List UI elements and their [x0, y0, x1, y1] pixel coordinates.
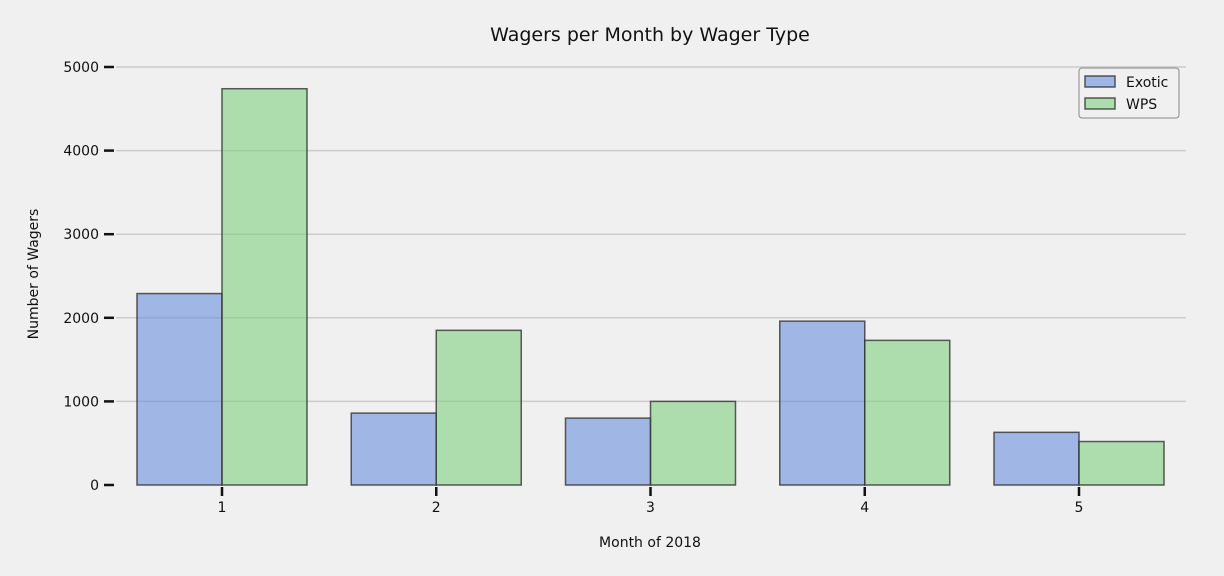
y-axis-label: Number of Wagers [26, 209, 42, 340]
bar-exotic-2 [350, 412, 437, 486]
bar-wps-3 [649, 400, 737, 486]
y-axis-ticks: 0 1000 2000 3000 4000 5000 [63, 60, 114, 494]
chart-title: Wagers per Month by Wager Type [490, 24, 810, 46]
x-tick-label: 3 [646, 500, 655, 516]
bar-wps-1 [221, 87, 308, 486]
x-axis-label: Month of 2018 [599, 535, 701, 551]
bars [136, 87, 1165, 486]
legend-label-exotic: Exotic [1126, 75, 1168, 91]
y-tick-label: 1000 [63, 394, 99, 410]
y-tick-label: 2000 [63, 311, 99, 327]
x-tick-label: 2 [432, 500, 441, 516]
bar-exotic-3 [564, 417, 652, 486]
bar-wps-5 [1078, 440, 1165, 486]
bar-wps-2 [435, 329, 522, 486]
bar-exotic-1 [136, 292, 223, 486]
bar-wps-4 [864, 339, 951, 486]
legend: Exotic WPS [1078, 67, 1180, 119]
x-tick-label: 5 [1075, 500, 1084, 516]
legend-swatch-wps [1084, 97, 1116, 110]
x-tick-label: 1 [218, 500, 227, 516]
y-tick-label: 0 [90, 478, 99, 494]
legend-swatch-exotic [1084, 75, 1116, 88]
bar-exotic-4 [779, 320, 866, 486]
y-tick-label: 5000 [63, 60, 99, 76]
bar-exotic-5 [993, 431, 1080, 486]
y-tick-label: 3000 [63, 227, 99, 243]
y-tick-label: 4000 [63, 144, 99, 160]
legend-label-wps: WPS [1126, 97, 1157, 113]
x-tick-label: 4 [860, 500, 869, 516]
x-axis-ticks: 1 2 3 4 5 [218, 487, 1084, 516]
